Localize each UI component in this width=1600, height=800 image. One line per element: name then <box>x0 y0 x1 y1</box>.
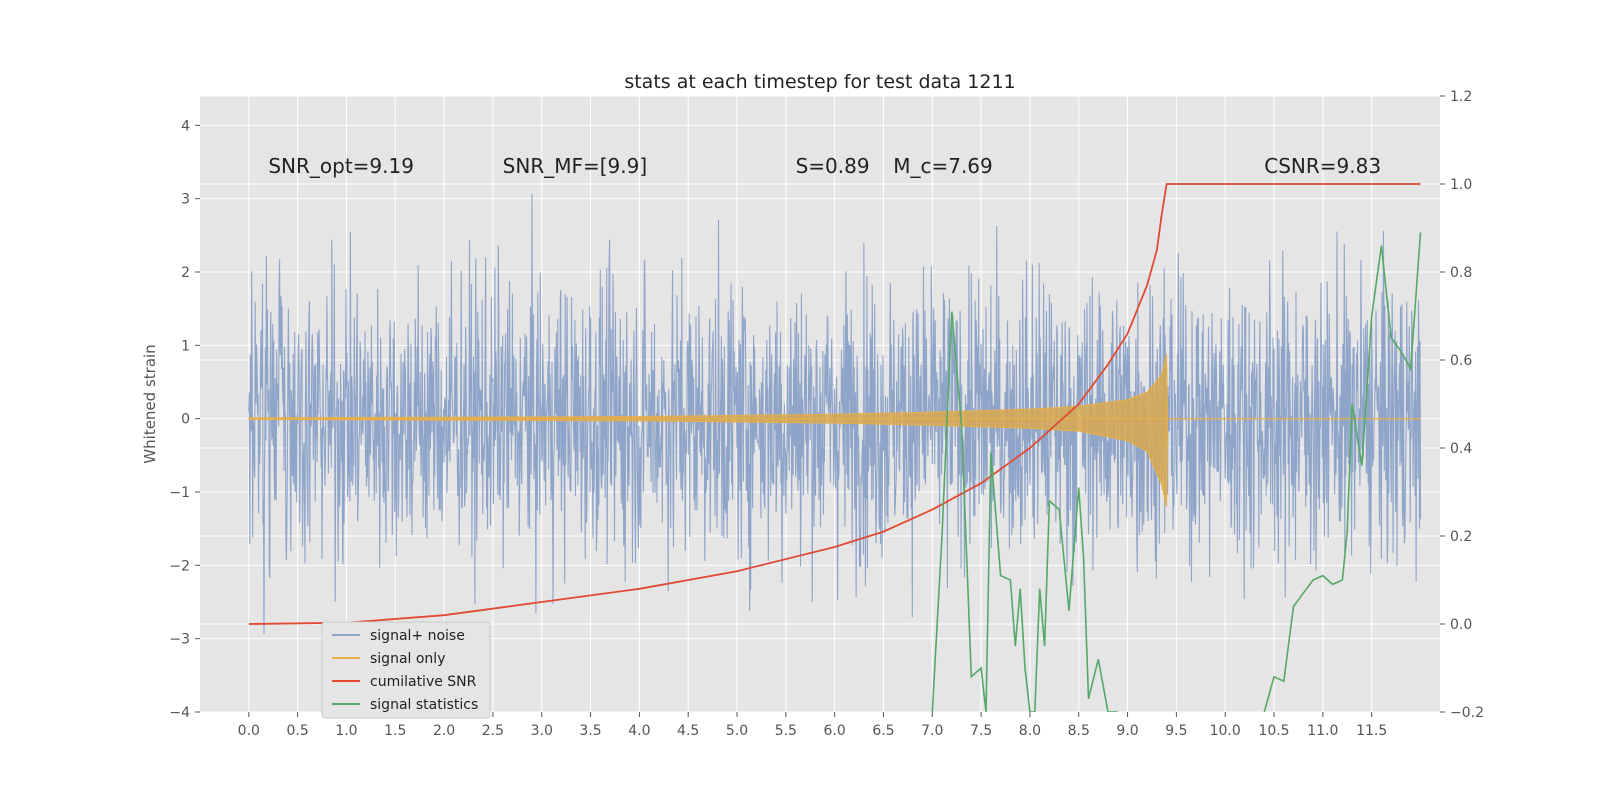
x-tick-label: 11.5 <box>1356 723 1387 739</box>
legend-label-0: signal+ noise <box>370 628 465 644</box>
y-tick-label: 2 <box>181 265 190 281</box>
x-tick-label: 9.0 <box>1116 723 1138 739</box>
annotation-2: S=0.89 <box>796 154 870 178</box>
y-tick-label: 3 <box>181 192 190 208</box>
x-tick-label: 4.5 <box>677 723 699 739</box>
legend-label-3: signal statistics <box>370 697 478 713</box>
x-tick-label: 4.0 <box>628 723 650 739</box>
x-tick-label: 6.5 <box>872 723 894 739</box>
cumulative-snr-series <box>248 183 1421 625</box>
signal-only-series <box>248 353 1421 507</box>
y2-tick-label: 0.2 <box>1450 529 1472 545</box>
cumulative-snr-line <box>248 183 1421 625</box>
y-tick-label: −1 <box>169 485 190 501</box>
x-tick-label: 1.5 <box>384 723 406 739</box>
y2-tick-label: 1.0 <box>1450 177 1472 193</box>
x-tick-label: 10.5 <box>1258 723 1289 739</box>
y-tick-label: −4 <box>169 705 190 721</box>
x-tick-label: 2.0 <box>433 723 455 739</box>
annotations: SNR_opt=9.19 SNR_MF=[9.9] S=0.89 M_c=7.69 CS… <box>268 154 1381 178</box>
x-tick-label: 1.0 <box>335 723 357 739</box>
y2-axis-ticks: 1.2 1.0 0.8 0.6 0.4 0.2 0.0 −0.2 <box>1440 89 1484 721</box>
y2-tick-label: 0.4 <box>1450 441 1472 457</box>
y-tick-label: 0 <box>181 412 190 428</box>
x-tick-label: 8.0 <box>1019 723 1041 739</box>
y2-tick-label: 0.0 <box>1450 617 1472 633</box>
x-tick-label: 10.0 <box>1210 723 1241 739</box>
y2-tick-label: 1.2 <box>1450 89 1472 105</box>
x-tick-label: 0.0 <box>238 723 260 739</box>
y-tick-label: 4 <box>181 118 190 134</box>
annotation-0: SNR_opt=9.19 <box>268 154 414 178</box>
x-tick-label: 8.5 <box>1068 723 1090 739</box>
chart-title: stats at each timestep for test data 121… <box>624 71 1015 93</box>
x-tick-label: 7.0 <box>921 723 943 739</box>
legend-label-1: signal only <box>370 651 445 667</box>
legend-box <box>321 621 491 719</box>
y2-tick-label: 0.8 <box>1450 265 1472 281</box>
y-tick-label: −3 <box>169 632 190 648</box>
signal-noise-series <box>248 193 1422 635</box>
x-tick-label: 2.5 <box>482 723 504 739</box>
x-tick-label: 0.5 <box>287 723 309 739</box>
y-tick-label: 1 <box>181 338 190 354</box>
signal-statistics-series <box>931 232 1422 712</box>
signal-statistics-line-0 <box>931 311 1118 712</box>
x-tick-label: 5.0 <box>726 723 748 739</box>
annotation-1: SNR_MF=[9.9] <box>503 154 647 178</box>
y-axis-label: Whitened strain <box>141 344 159 463</box>
signal-noise-line <box>248 193 1422 635</box>
legend: signal+ noise signal only cumilative SNR si… <box>321 621 491 719</box>
y2-tick-label: −0.2 <box>1450 705 1484 721</box>
signal-statistics-line-1 <box>1263 232 1422 712</box>
grid-lines <box>200 95 1440 713</box>
x-tick-label: 9.5 <box>1165 723 1187 739</box>
x-tick-label: 5.5 <box>775 723 797 739</box>
annotation-3: M_c=7.69 <box>893 154 993 178</box>
x-tick-label: 7.5 <box>970 723 992 739</box>
x-tick-label: 3.5 <box>579 723 601 739</box>
y-tick-label: −2 <box>169 558 190 574</box>
x-tick-label: 3.0 <box>531 723 553 739</box>
x-tick-label: 6.0 <box>824 723 846 739</box>
y2-tick-label: 0.6 <box>1450 353 1472 369</box>
x-axis-ticks: 0.0 0.5 1.0 1.5 2.0 2.5 3.0 3.5 4.0 4.5 5.0 5.5 6.0 6… <box>238 712 1387 739</box>
legend-label-2: cumilative SNR <box>370 674 477 690</box>
x-tick-label: 11.0 <box>1307 723 1338 739</box>
y-axis-ticks: 4 3 2 1 0 −1 −2 −3 −4 <box>169 118 200 721</box>
annotation-4: CSNR=9.83 <box>1264 154 1381 178</box>
